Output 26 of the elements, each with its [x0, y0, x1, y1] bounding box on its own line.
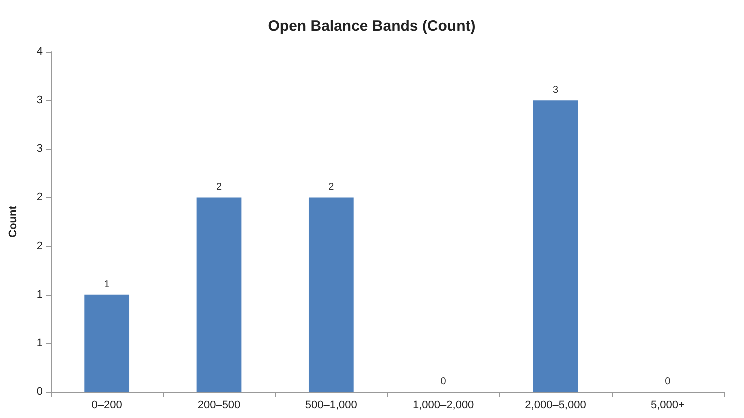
data-label: 1 [104, 279, 110, 290]
y-tick-label: 4 [36, 46, 43, 58]
x-tick-label: 0–200 [92, 400, 122, 412]
bar [308, 198, 354, 392]
x-tick-label: 200–500 [198, 400, 241, 412]
data-label: 2 [328, 182, 335, 194]
x-tick-label: 1,000–2,000 [412, 400, 474, 412]
bar [84, 294, 130, 392]
y-tick-label: 0 [36, 386, 43, 398]
chart-title: Open Balance Bands (Count) [268, 18, 476, 35]
y-tick-label: 2 [36, 192, 43, 204]
x-tick-label: 2,000–5,000 [525, 400, 586, 412]
x-tick-label: 5,000+ [650, 400, 685, 412]
data-label: 2 [216, 182, 222, 194]
y-tick-label: 2 [36, 240, 43, 252]
bar [196, 198, 242, 392]
x-tick-label: 500–1,000 [305, 400, 358, 412]
y-tick-label: 1 [36, 337, 43, 350]
y-tick-label: 1 [36, 288, 43, 301]
y-tick-label: 3 [36, 94, 43, 107]
data-label: 0 [665, 376, 672, 388]
data-label: 0 [440, 376, 447, 388]
data-label: 3 [552, 85, 559, 96]
y-axis-title: Count [8, 206, 20, 238]
bar [533, 100, 578, 392]
y-tick-label: 3 [36, 143, 43, 156]
